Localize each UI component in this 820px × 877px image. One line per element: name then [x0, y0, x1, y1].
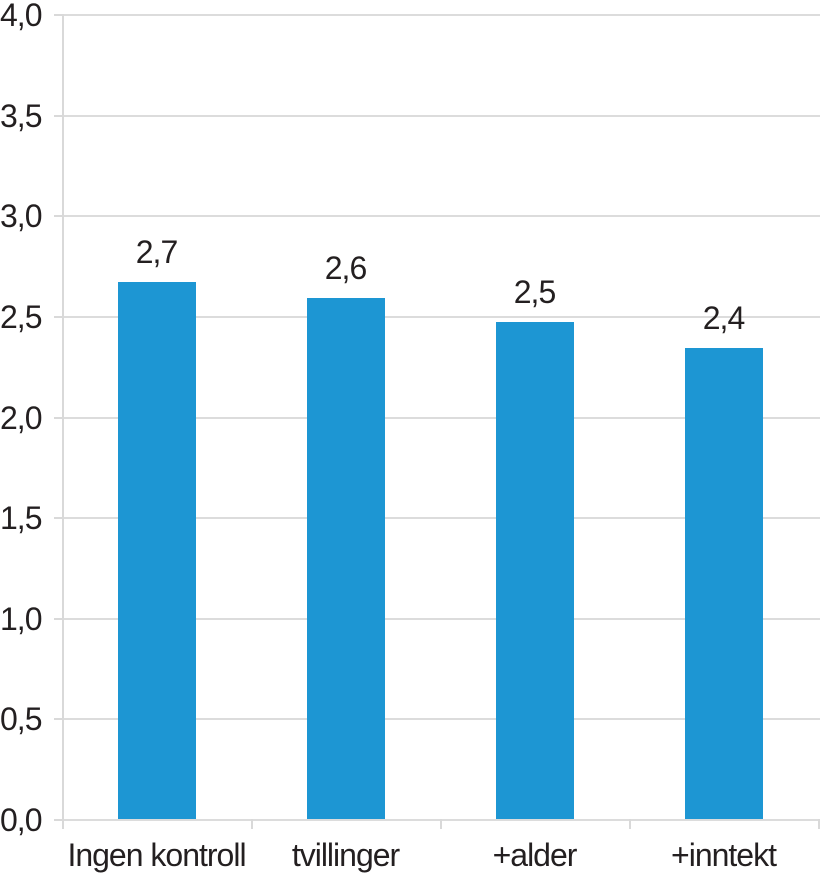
gridline: [62, 718, 820, 721]
y-axis-line: [62, 14, 64, 829]
y-axis-tick-label: 2,0: [0, 399, 42, 436]
gridline: [62, 617, 820, 620]
bar-value-label: 2,6: [324, 249, 367, 286]
y-axis-tick: [54, 617, 62, 620]
gridline: [62, 416, 820, 419]
bar-value-label: 2,5: [513, 273, 556, 310]
x-axis-category-label: +alder: [492, 837, 578, 873]
gridline: [62, 315, 820, 318]
y-axis-tick: [54, 517, 62, 520]
bar--inntekt: [684, 348, 763, 819]
gridline: [62, 114, 820, 117]
x-axis-tick: [629, 819, 631, 829]
bar--alder: [495, 321, 574, 819]
y-axis-tick: [54, 819, 62, 821]
bar-ingen-kontroll: [117, 281, 196, 819]
y-axis-tick: [54, 718, 62, 721]
x-axis-category-label: Ingen kontroll: [67, 837, 246, 873]
y-axis-tick: [54, 215, 62, 218]
bar-value-label: 2,4: [702, 300, 745, 337]
gridline: [62, 215, 820, 218]
bar-tvillinger: [306, 297, 385, 819]
gridline: [62, 517, 820, 520]
x-axis-tick: [818, 819, 820, 829]
y-axis-tick-label: 0,5: [0, 701, 42, 738]
y-axis-tick-label: 1,0: [0, 600, 42, 637]
y-axis-tick-label: 3,0: [0, 198, 42, 235]
x-axis-tick: [440, 819, 442, 829]
y-axis-tick-label: 0,0: [0, 802, 42, 838]
y-axis-tick-label: 3,5: [0, 97, 42, 134]
x-axis-tick: [251, 819, 253, 829]
y-axis-tick: [54, 114, 62, 117]
x-axis-category-label: tvillinger: [291, 837, 400, 873]
x-axis-category-label: +inntekt: [671, 837, 777, 873]
y-axis-tick: [54, 14, 62, 16]
y-axis-tick: [54, 416, 62, 419]
x-axis-tick: [62, 819, 64, 829]
y-axis-tick-label: 1,5: [0, 500, 42, 537]
y-axis-tick-label: 2,5: [0, 298, 42, 335]
y-axis-tick-label: 4,0: [0, 0, 42, 33]
bar-value-label: 2,7: [135, 233, 178, 270]
y-axis-tick: [54, 315, 62, 318]
gridline: [62, 14, 820, 16]
